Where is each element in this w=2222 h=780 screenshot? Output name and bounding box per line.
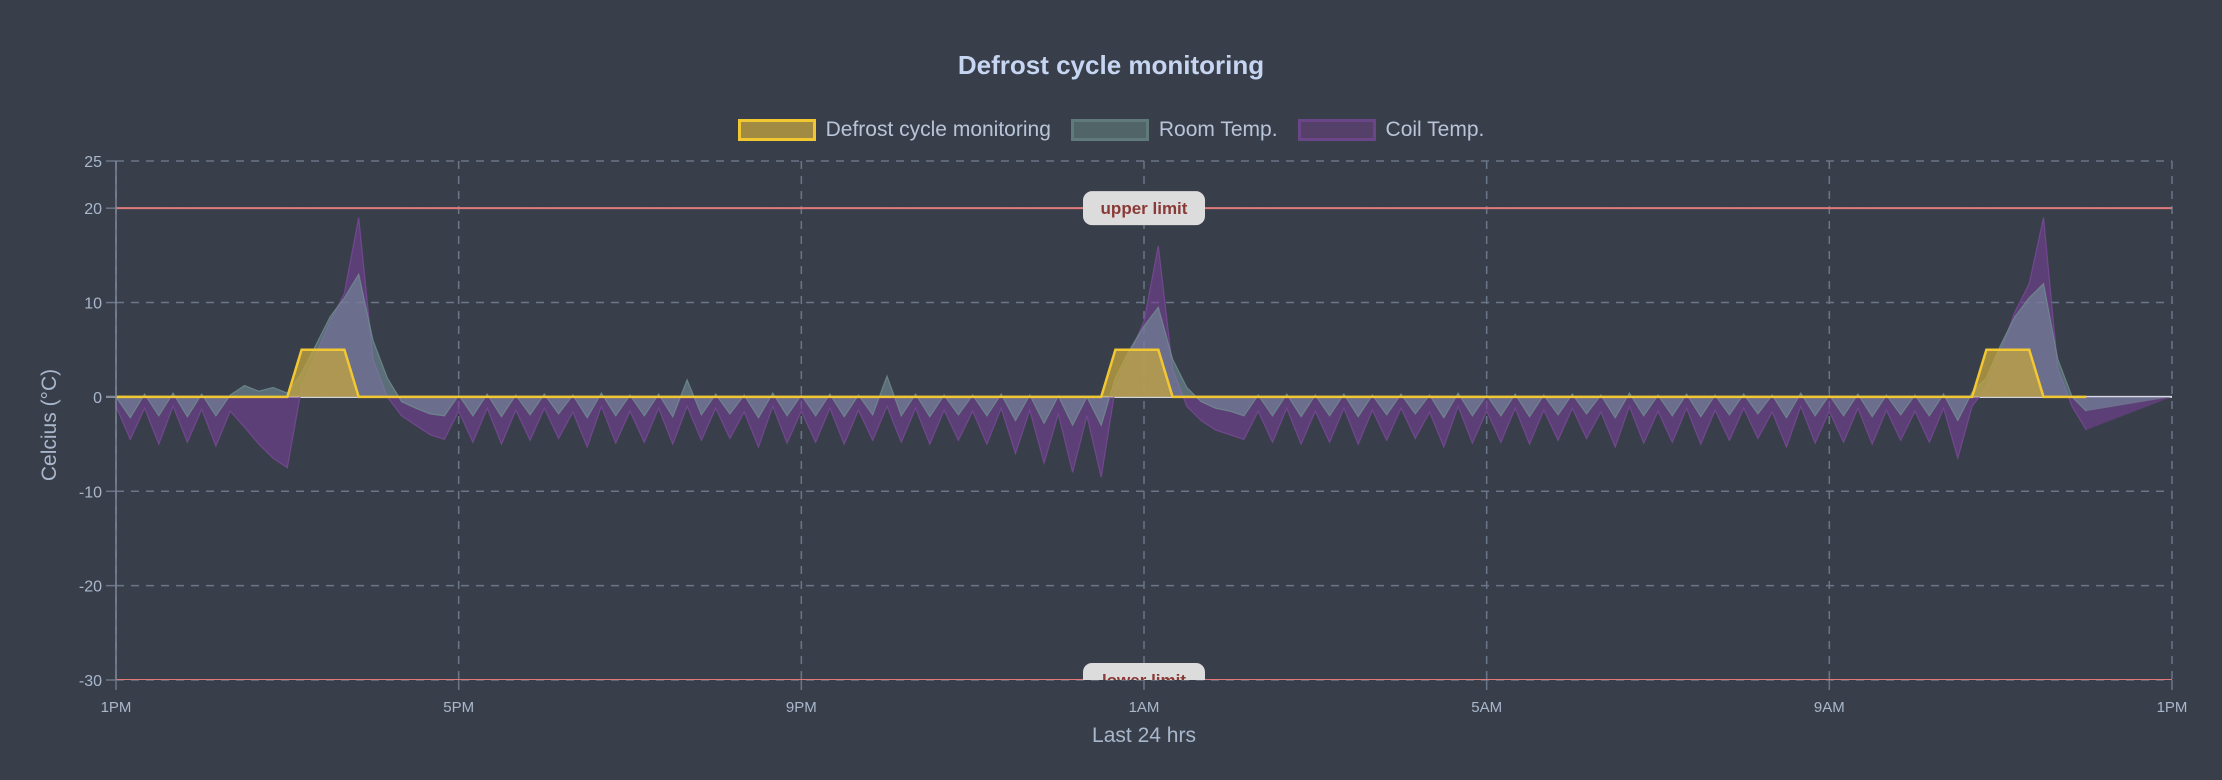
legend-swatch-room-temp — [1070, 119, 1149, 141]
x-tick-label: 1AM — [1129, 699, 1160, 716]
limit-label: lower limit — [1102, 671, 1186, 690]
y-tick-label: -10 — [79, 484, 102, 501]
x-tick-label: 1PM — [2157, 699, 2188, 716]
axes: 25 20 10 0 -10 -20 -30 1PM 5PM 9PM 1AM 5AM 9AM 1PM — [79, 154, 2188, 716]
limit-label-box — [1083, 191, 1205, 226]
x-tick-label: 9AM — [1814, 699, 1845, 716]
legend-label-room-temp: Room Temp. — [1158, 118, 1278, 141]
limit-label-box — [1083, 663, 1205, 680]
x-tick-label: 5AM — [1471, 699, 1502, 716]
limit-label: upper limit — [1101, 199, 1188, 218]
legend-label-defrost: Defrost cycle monitoring — [825, 118, 1051, 141]
legend: Defrost cycle monitoring Room Temp. Coil… — [0, 118, 2222, 142]
y-tick-label: -20 — [79, 579, 102, 596]
x-tick-label: 1PM — [101, 699, 132, 716]
legend-label-coil-temp: Coil Temp. — [1385, 118, 1485, 141]
y-tick-label: 10 — [84, 296, 102, 313]
annotations: upper limit lower limit — [116, 191, 2172, 690]
y-tick-label: 25 — [84, 154, 102, 171]
defrost-line — [116, 348, 2087, 399]
x-tick-label: 5PM — [443, 699, 474, 716]
x-tick-label: 9PM — [786, 699, 817, 716]
legend-swatch-defrost — [737, 119, 816, 141]
y-tick-label: 20 — [84, 201, 102, 218]
series-layer — [116, 217, 2172, 478]
defrost-area — [116, 349, 2172, 397]
legend-item-room-temp[interactable]: Room Temp. — [1070, 118, 1278, 142]
chart-title: Defrost cycle monitoring — [957, 50, 1265, 80]
y-tick-label: -30 — [79, 673, 102, 690]
legend-item-defrost[interactable]: Defrost cycle monitoring — [737, 118, 1051, 142]
y-axis-title: Celcius (°C) — [38, 369, 61, 481]
legend-swatch-coil-temp — [1297, 119, 1376, 141]
legend-item-coil-temp[interactable]: Coil Temp. — [1297, 118, 1485, 142]
y-tick-label: 0 — [93, 390, 102, 407]
x-axis-title: Last 24 hrs — [1092, 724, 1196, 747]
